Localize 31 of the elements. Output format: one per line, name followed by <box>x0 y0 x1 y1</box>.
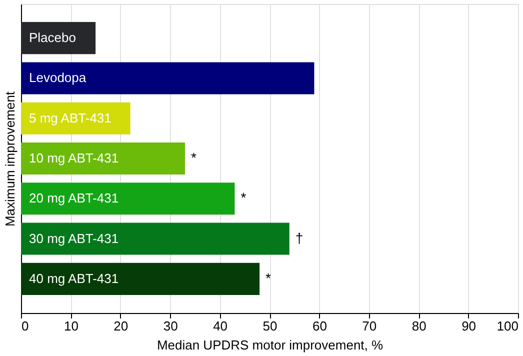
annotation: * <box>191 150 198 166</box>
x-tick-label: 40 <box>213 318 228 334</box>
x-tick-label: 60 <box>312 318 327 334</box>
x-tick-label: 10 <box>64 318 78 334</box>
x-tick-label: 20 <box>114 318 128 334</box>
x-tick-label: 70 <box>362 318 377 334</box>
bar <box>21 62 314 94</box>
x-tick-label: 0 <box>22 318 29 334</box>
x-tick-label: 100 <box>496 318 518 334</box>
y-axis-title: Maximum improvement <box>2 91 18 227</box>
y-tick-label: Placebo <box>29 30 76 46</box>
y-tick-label: 10 mg ABT-431 <box>29 150 119 166</box>
annotation: † <box>295 230 304 246</box>
y-tick-label: 40 mg ABT-431 <box>29 270 119 286</box>
y-tick-label: Levodopa <box>29 70 87 86</box>
annotation: * <box>266 270 272 286</box>
y-tick-label: 5 mg ABT-431 <box>29 110 112 126</box>
bar <box>21 142 186 175</box>
x-axis-title: Median UPDRS motor improvement, % <box>156 338 384 352</box>
annotation: * <box>240 190 247 206</box>
bar <box>21 222 290 255</box>
y-tick-label: 20 mg ABT-431 <box>29 190 119 206</box>
bar <box>21 182 235 215</box>
bar <box>21 262 260 295</box>
bar <box>21 22 96 54</box>
bar <box>21 102 130 134</box>
x-tick-label: 80 <box>412 318 426 334</box>
y-tick-label: 30 mg ABT-431 <box>29 230 119 246</box>
x-tick-label: 90 <box>462 318 476 334</box>
x-tick-label: 50 <box>262 318 278 334</box>
x-tick-label: 30 <box>163 318 178 334</box>
